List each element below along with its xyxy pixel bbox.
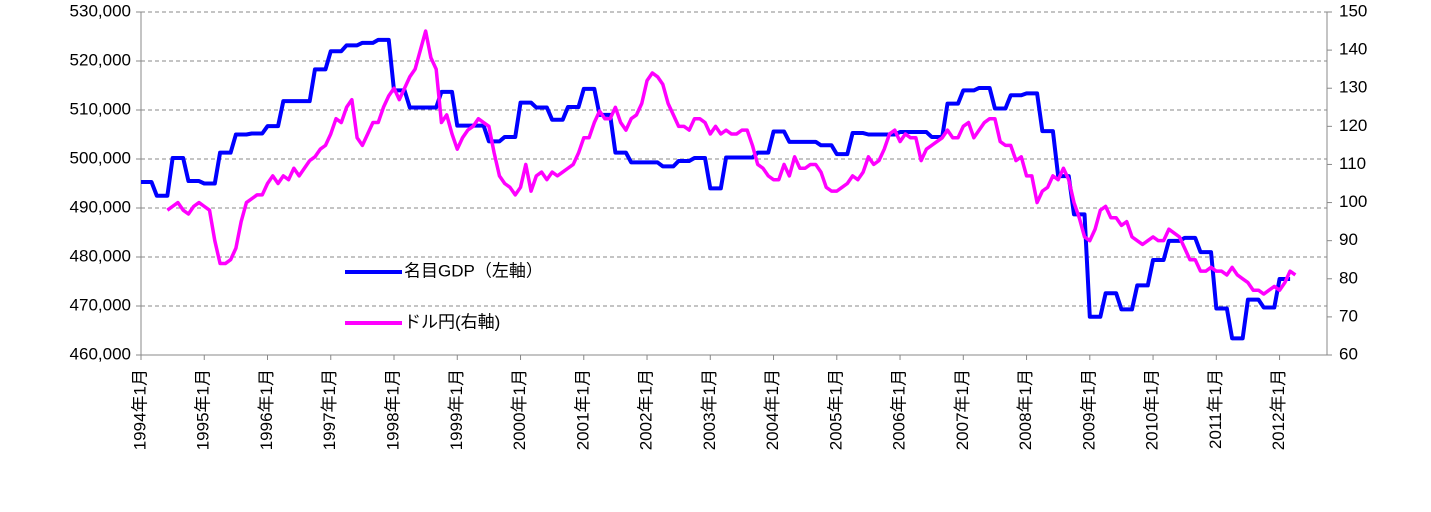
y2-tick-label: 110: [1339, 154, 1366, 173]
x-tick-label: 1998年1月: [383, 369, 402, 450]
y-tick-label: 460,000: [70, 344, 131, 363]
y-tick-label: 490,000: [70, 197, 131, 216]
x-tick-label: 2008年1月: [1016, 369, 1035, 450]
x-tick-label: 1994年1月: [130, 369, 149, 450]
x-tick-label: 2011年1月: [1206, 369, 1225, 449]
x-tick-label: 1995年1月: [194, 369, 213, 450]
y2-tick-label: 130: [1339, 78, 1367, 97]
x-tick-label: 2004年1月: [763, 369, 782, 450]
y-tick-label: 530,000: [70, 1, 131, 20]
legend-label: ドル円(右軸): [404, 312, 500, 331]
y2-tick-label: 100: [1339, 192, 1367, 211]
x-tick-label: 2003年1月: [700, 369, 719, 450]
y2-tick-label: 60: [1339, 344, 1358, 363]
x-tick-label: 2006年1月: [890, 369, 909, 450]
legend-label: 名目GDP（左軸）: [404, 261, 543, 280]
x-tick-label: 1996年1月: [257, 369, 276, 450]
y-tick-label: 510,000: [70, 99, 131, 118]
x-tick-label: 2005年1月: [826, 369, 845, 450]
x-tick-label: 1997年1月: [320, 369, 339, 450]
y2-tick-label: 90: [1339, 230, 1358, 249]
series-line: [141, 37, 1291, 341]
x-tick-label: 2002年1月: [637, 369, 656, 450]
y2-tick-label: 120: [1339, 116, 1367, 135]
y2-tick-label: 140: [1339, 40, 1367, 59]
y-tick-label: 500,000: [70, 148, 131, 167]
y2-tick-label: 70: [1339, 306, 1358, 325]
x-tick-label: 2007年1月: [953, 369, 972, 450]
y2-tick-label: 80: [1339, 268, 1358, 287]
series-line: [166, 29, 1297, 296]
x-tick-label: 2010年1月: [1143, 369, 1162, 450]
x-tick-label: 1999年1月: [447, 369, 466, 450]
x-tick-label: 2001年1月: [573, 369, 592, 450]
x-tick-label: 2009年1月: [1079, 369, 1098, 450]
y2-tick-label: 150: [1339, 1, 1367, 20]
y-tick-label: 470,000: [70, 295, 131, 314]
y-tick-label: 480,000: [70, 246, 131, 265]
y-tick-label: 520,000: [70, 50, 131, 69]
x-tick-label: 2012年1月: [1269, 369, 1288, 450]
x-tick-label: 2000年1月: [510, 369, 529, 450]
